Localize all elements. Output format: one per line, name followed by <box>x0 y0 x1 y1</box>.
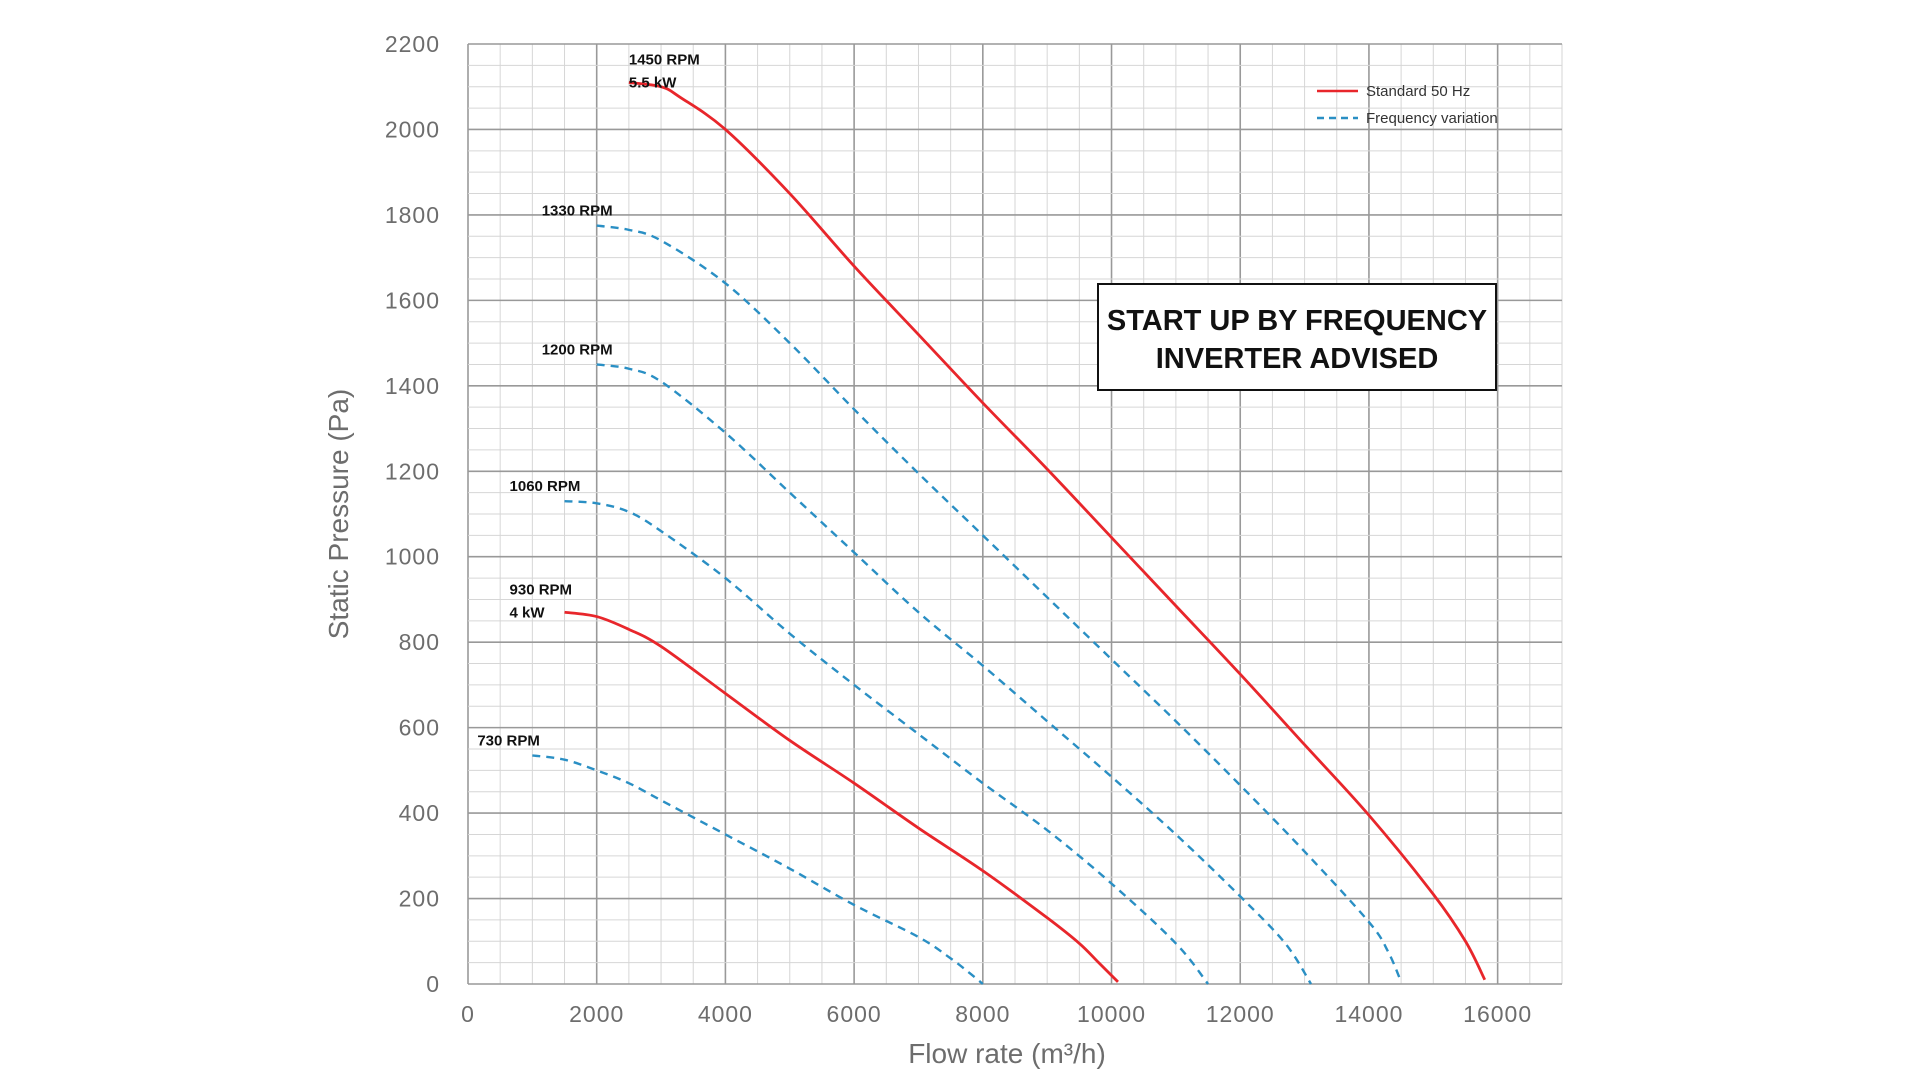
legend-label-standard: Standard 50 Hz <box>1366 83 1470 100</box>
x-tick-label: 0 <box>461 1001 475 1027</box>
callout-line-2: INVERTER ADVISED <box>1156 343 1439 375</box>
y-tick-label: 1600 <box>385 287 440 313</box>
curve-label-3-0: 1060 RPM <box>510 478 581 495</box>
y-tick-label: 400 <box>399 800 440 826</box>
curve-label-4-0: 930 RPM <box>510 581 573 598</box>
series-curve-4 <box>564 610 1119 983</box>
x-tick-label: 16000 <box>1463 1001 1532 1027</box>
callout-line-1: START UP BY FREQUENCY <box>1107 305 1487 337</box>
y-tick-label: 1000 <box>385 544 440 570</box>
series-curve-2 <box>596 363 1313 985</box>
x-axis-title: Flow rate (m³/h) <box>908 1038 1106 1069</box>
legend: Standard 50 Hz Frequency variation <box>1317 83 1498 127</box>
x-tick-label: 2000 <box>569 1001 624 1027</box>
y-tick-label: 2000 <box>385 116 440 142</box>
y-tick-label: 200 <box>399 886 440 912</box>
x-tick-label: 12000 <box>1206 1001 1275 1027</box>
legend-label-frequency: Frequency variation <box>1366 110 1498 127</box>
x-tick-label: 8000 <box>955 1001 1010 1027</box>
advice-callout: START UP BY FREQUENCY INVERTER ADVISED <box>1097 283 1497 391</box>
curve-label-1-0: 1330 RPM <box>542 203 613 220</box>
callout-box <box>1097 283 1497 391</box>
y-axis-title: Static Pressure (Pa) <box>323 389 354 640</box>
x-tick-label: 4000 <box>698 1001 753 1027</box>
tick-labels: 0 2000 4000 6000 8000 10000 12000 14000 16000 0 20… <box>385 31 1532 1027</box>
y-tick-label: 1800 <box>385 202 440 228</box>
y-tick-label: 1400 <box>385 373 440 399</box>
x-tick-label: 14000 <box>1334 1001 1403 1027</box>
curve-label-0-1: 5.5 kW <box>629 74 677 91</box>
y-tick-label: 2200 <box>385 31 440 57</box>
grid <box>467 43 1563 985</box>
y-tick-label: 0 <box>426 971 440 997</box>
series-curve-1 <box>596 224 1403 983</box>
series-curve-0 <box>628 81 1487 981</box>
y-tick-label: 1200 <box>385 458 440 484</box>
y-tick-label: 800 <box>399 629 440 655</box>
curve-label-2-0: 1200 RPM <box>542 341 613 358</box>
series-curve-3 <box>564 499 1210 985</box>
curve-label-5-0: 730 RPM <box>477 732 540 749</box>
curve-label-0-0: 1450 RPM <box>629 51 700 68</box>
series-curves <box>532 81 1487 985</box>
curve-labels: 1450 RPM 5.5 kW 1330 RPM 1200 RPM 1060 RPM 93… <box>477 51 699 749</box>
y-tick-label: 600 <box>399 715 440 741</box>
series-curve-5 <box>532 754 984 985</box>
x-tick-label: 6000 <box>827 1001 882 1027</box>
x-tick-label: 10000 <box>1077 1001 1146 1027</box>
curve-label-4-1: 4 kW <box>510 604 546 621</box>
